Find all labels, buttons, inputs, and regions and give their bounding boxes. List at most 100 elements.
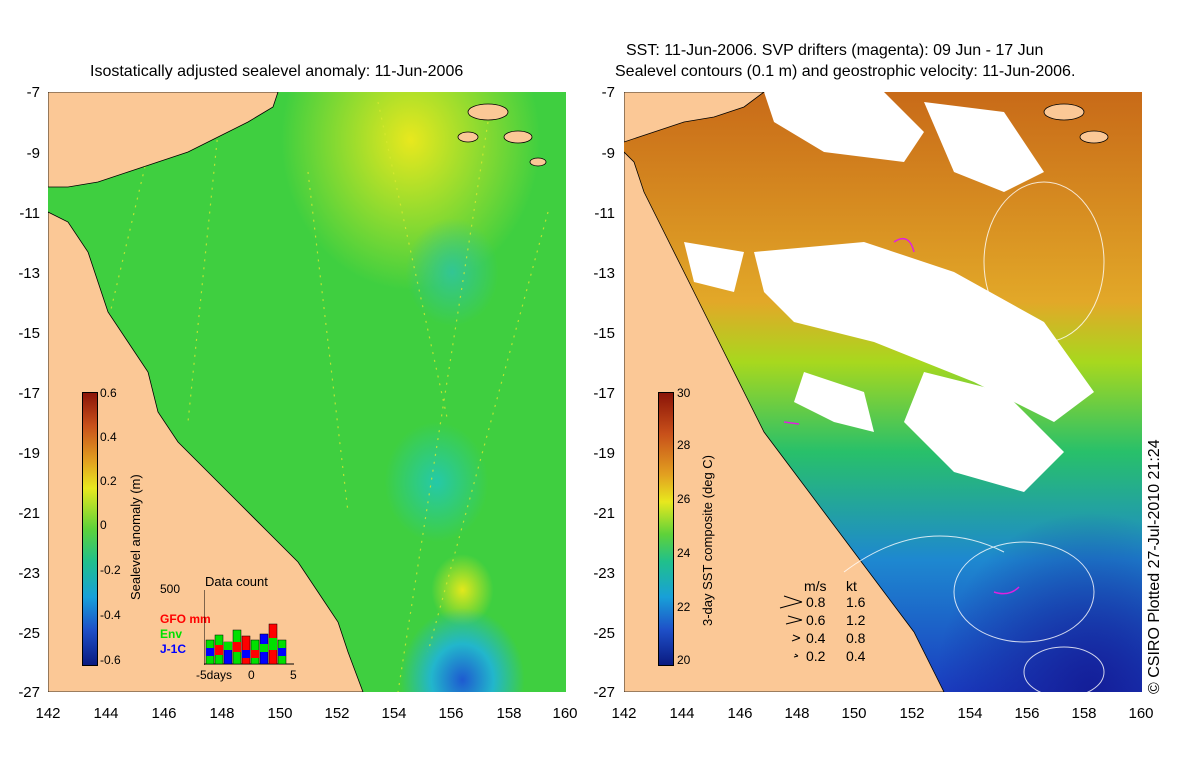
legend-j1c: J-1C xyxy=(160,642,187,656)
velocity-row-kt: 1.2 xyxy=(846,612,866,628)
arrow-0.2-icon xyxy=(793,653,799,658)
data-count-x-mid: 0 xyxy=(248,668,255,682)
left-map-title: Isostatically adjusted sealevel anomaly:… xyxy=(90,63,464,80)
altimeter-tracks xyxy=(107,101,549,692)
right-colorbar xyxy=(658,392,674,666)
right-cb-tick: 30 xyxy=(677,386,691,400)
right-ytick: -21 xyxy=(593,505,615,522)
right-ytick: -13 xyxy=(593,265,615,282)
svp-drifters xyxy=(783,237,1020,595)
left-ytick: -17 xyxy=(18,385,40,402)
left-xtick: 142 xyxy=(35,705,61,722)
right-ytick: -7 xyxy=(601,84,615,101)
right-cb-tick: 28 xyxy=(677,438,691,452)
velocity-row-ms: 0.6 xyxy=(806,612,826,628)
right-xtick: 142 xyxy=(611,705,637,722)
left-xtick: 158 xyxy=(496,705,522,722)
data-count-max: 500 xyxy=(160,582,181,596)
left-ytick: -23 xyxy=(18,565,40,582)
right-cb-tick: 20 xyxy=(677,653,691,667)
left-xtick: 146 xyxy=(151,705,177,722)
right-cb-tick: 24 xyxy=(677,546,691,560)
right-ytick: -25 xyxy=(593,625,615,642)
right-ytick: -11 xyxy=(594,205,615,222)
new-guinea-landmass xyxy=(48,92,279,188)
right-map-plot xyxy=(624,92,1142,692)
right-map-title-line2: Sealevel contours (0.1 m) and geostrophi… xyxy=(615,63,1076,80)
right-xtick: 158 xyxy=(1071,705,1097,722)
data-count-x-start: -5days xyxy=(196,668,233,682)
histogram-bars xyxy=(205,623,287,665)
right-ytick: -19 xyxy=(593,445,615,462)
new-guinea-landmass xyxy=(624,92,765,143)
right-xtick: 152 xyxy=(899,705,925,722)
data-count-x-end: 5 xyxy=(290,668,297,682)
left-cb-tick: 0.4 xyxy=(100,430,117,444)
arrow-0.4-icon xyxy=(791,634,801,642)
left-xtick: 156 xyxy=(438,705,464,722)
right-xtick: 154 xyxy=(957,705,983,722)
left-ytick: -15 xyxy=(18,325,40,342)
solomon-islands xyxy=(1043,103,1109,144)
right-map-title-line1: SST: 11-Jun-2006. SVP drifters (magenta)… xyxy=(626,42,1044,59)
right-ytick: -15 xyxy=(593,325,615,342)
left-xtick: 154 xyxy=(381,705,407,722)
left-colorbar-label: Sealevel anomaly (m) xyxy=(128,474,143,600)
right-ytick: -27 xyxy=(593,684,615,701)
left-cb-tick: 0 xyxy=(100,518,107,532)
right-xtick: 150 xyxy=(841,705,867,722)
data-count-histogram xyxy=(204,590,294,665)
left-ytick: -25 xyxy=(18,625,40,642)
credit-text: © CSIRO Plotted 27-Jul-2010 21:24 xyxy=(1146,439,1163,694)
right-cb-tick: 26 xyxy=(677,492,691,506)
left-ytick: -19 xyxy=(18,445,40,462)
left-xtick: 152 xyxy=(324,705,350,722)
left-map-plot xyxy=(48,92,566,692)
right-xtick: 160 xyxy=(1128,705,1154,722)
left-xtick: 160 xyxy=(552,705,578,722)
velocity-row-kt: 0.4 xyxy=(846,648,866,664)
velocity-row-kt: 1.6 xyxy=(846,594,866,610)
right-xtick: 156 xyxy=(1014,705,1040,722)
data-count-title: Data count xyxy=(205,574,268,589)
left-ytick: -21 xyxy=(18,505,40,522)
right-cb-tick: 22 xyxy=(677,600,691,614)
legend-env: Env xyxy=(160,627,183,641)
right-xtick: 146 xyxy=(727,705,753,722)
right-ytick: -17 xyxy=(593,385,615,402)
sealevel-contours xyxy=(843,181,1105,692)
legend-gfo: GFO mm xyxy=(160,612,211,626)
right-ytick: -23 xyxy=(593,565,615,582)
velocity-row-kt: 0.8 xyxy=(846,630,866,646)
velocity-row-ms: 0.2 xyxy=(806,648,826,664)
right-colorbar-label: 3-day SST composite (deg C) xyxy=(700,455,715,626)
left-xtick: 148 xyxy=(209,705,235,722)
velocity-row-ms: 0.4 xyxy=(806,630,826,646)
cloud-gaps xyxy=(684,92,1094,492)
left-xtick: 150 xyxy=(267,705,293,722)
left-ytick: -9 xyxy=(26,145,40,162)
velocity-row-ms: 0.8 xyxy=(806,594,826,610)
left-cb-tick: -0.6 xyxy=(100,653,121,667)
left-xtick: 144 xyxy=(93,705,119,722)
right-xtick: 148 xyxy=(784,705,810,722)
velocity-header-ms: m/s xyxy=(804,578,827,594)
velocity-arrows xyxy=(779,595,803,658)
arrow-0.8-icon xyxy=(779,595,803,609)
right-xtick: 144 xyxy=(669,705,695,722)
left-cb-tick: 0.2 xyxy=(100,474,117,488)
left-ytick: -13 xyxy=(18,265,40,282)
australia-landmass xyxy=(48,211,364,692)
arrow-0.6-icon xyxy=(785,615,803,625)
left-cb-tick: -0.4 xyxy=(100,608,121,622)
left-ytick: -11 xyxy=(19,205,40,222)
right-ytick: -9 xyxy=(601,145,615,162)
velocity-header-kt: kt xyxy=(846,578,857,594)
left-cb-tick: 0.6 xyxy=(100,386,117,400)
left-cb-tick: -0.2 xyxy=(100,563,121,577)
australia-landmass xyxy=(624,151,945,692)
solomon-islands xyxy=(457,103,547,167)
left-ytick: -7 xyxy=(26,84,40,101)
left-colorbar xyxy=(82,392,98,666)
left-ytick: -27 xyxy=(18,684,40,701)
